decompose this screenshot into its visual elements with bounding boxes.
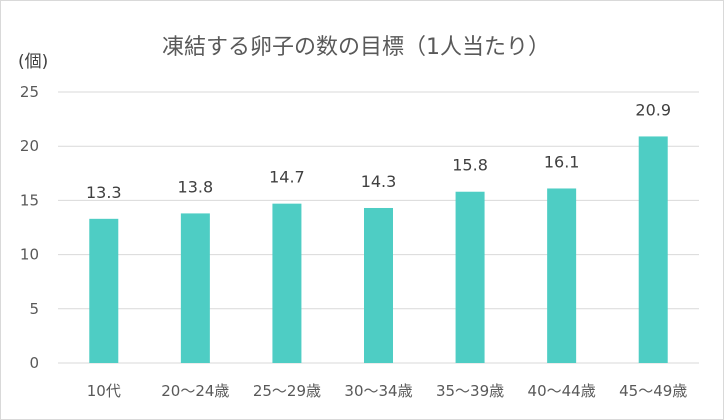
y-tick-label: 0: [29, 354, 39, 372]
bar: [455, 191, 485, 363]
x-category-label: 45～49歳: [619, 382, 687, 400]
data-label: 14.7: [269, 168, 305, 187]
y-tick-label: 25: [20, 83, 39, 101]
x-category-label: 25～29歳: [253, 382, 321, 400]
data-label: 14.3: [361, 172, 397, 191]
y-tick-label: 5: [29, 300, 39, 318]
bar: [364, 207, 393, 363]
x-category-label: 20～24歳: [161, 382, 229, 400]
chart-title: 凍結する卵子の数の目標（1人当たり）: [162, 35, 550, 60]
data-label: 16.1: [544, 152, 580, 171]
bar: [89, 218, 119, 363]
data-label: 15.8: [452, 156, 488, 175]
data-label: 13.3: [86, 183, 122, 202]
y-axis-unit-label: (個): [18, 52, 49, 72]
x-category-label: 40～44歳: [528, 382, 596, 400]
y-tick-label: 15: [20, 191, 39, 209]
bar: [180, 213, 210, 363]
x-category-label: 35～39歳: [436, 382, 504, 400]
y-tick-label: 20: [20, 137, 39, 155]
data-label: 13.8: [178, 177, 214, 196]
x-category-label: 30～34歳: [344, 382, 412, 400]
x-category-label: 10代: [87, 382, 121, 400]
bar: [547, 188, 577, 363]
bar: [638, 136, 668, 363]
y-tick-label: 10: [20, 246, 39, 264]
data-label: 20.9: [635, 100, 671, 119]
bar: [272, 203, 302, 363]
